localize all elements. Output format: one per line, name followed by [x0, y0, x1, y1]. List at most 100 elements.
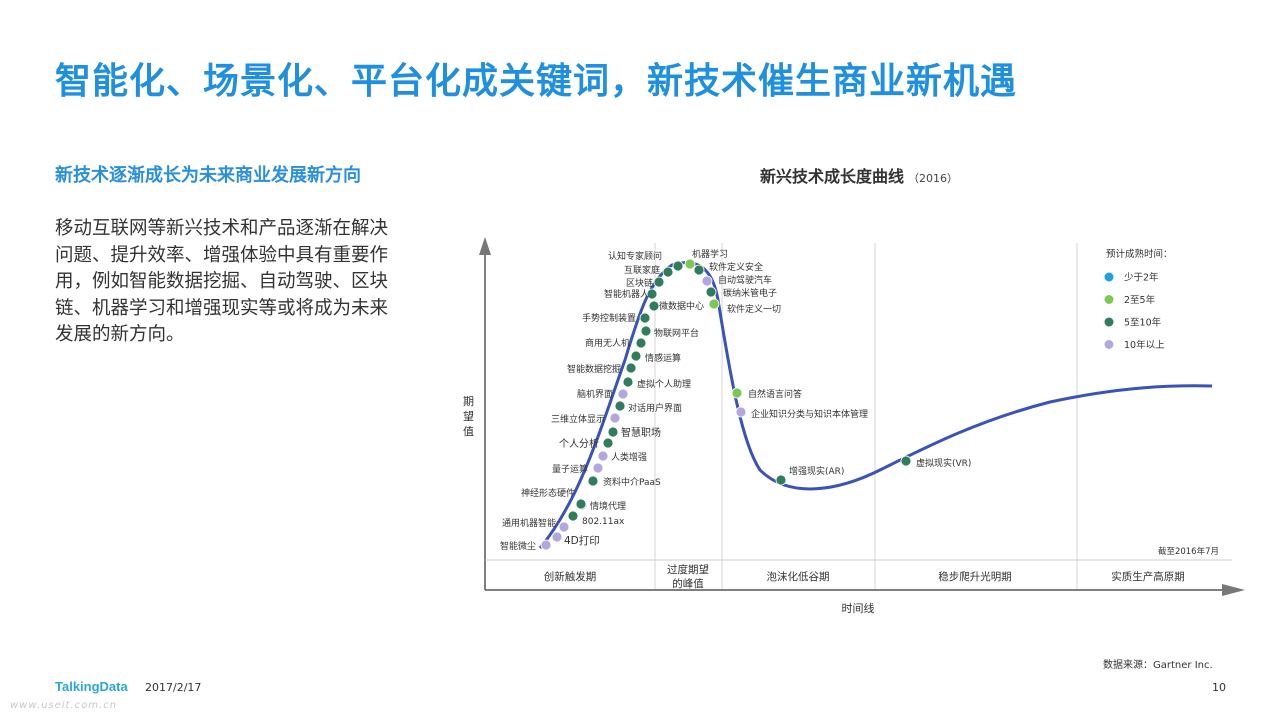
y-axis-label-char-2: 望 — [463, 410, 474, 423]
phase-label-plateau: 实质生产高原期 — [1111, 570, 1185, 583]
technology-label: 对话用户界面 — [628, 402, 682, 414]
technology-label: 碳纳米管电子 — [723, 287, 777, 299]
legend-label: 2至5年 — [1124, 294, 1156, 306]
technology-label: 智慧职场 — [621, 426, 661, 439]
phase-label-peak-1: 过度期望 — [667, 563, 709, 576]
technology-point: 智能数据挖掘 — [567, 362, 637, 375]
technology-marker — [708, 298, 720, 310]
technology-marker — [639, 312, 651, 324]
technology-label: 4D打印 — [564, 534, 600, 547]
technology-point: 商用无人机 — [585, 337, 647, 349]
y-axis-arrow — [479, 237, 491, 255]
technology-point: 互联家庭 — [624, 264, 674, 278]
technology-marker — [622, 376, 634, 388]
technology-label: 软件定义安全 — [709, 261, 763, 273]
technology-label: 802.11ax — [582, 517, 625, 527]
technology-marker — [575, 498, 587, 510]
chart-title: 新兴技术成长度曲线 （2016） — [760, 163, 958, 187]
legend-swatch — [1104, 272, 1114, 282]
technology-label: 自动驾驶汽车 — [718, 274, 772, 286]
technology-point: 碳纳米管电子 — [705, 286, 777, 299]
y-axis-label-char-3: 值 — [463, 425, 474, 438]
technology-point: 802.11ax — [567, 510, 625, 527]
technology-label: 虚拟现实(VR) — [916, 457, 971, 469]
technology-point: 软件定义一切 — [708, 298, 781, 315]
x-axis-label: 时间线 — [842, 601, 875, 615]
technology-marker — [672, 260, 684, 272]
technology-label: 智能机器人 — [604, 288, 649, 300]
phase-label-innovation: 创新触发期 — [544, 570, 597, 583]
technology-marker — [625, 362, 637, 374]
section-subtitle: 新技术逐渐成长为未来商业发展新方向 — [55, 165, 361, 186]
technology-label: 增强现实(AR) — [789, 465, 844, 477]
technology-label: 情境代理 — [590, 500, 626, 512]
page-number: 10 — [1212, 681, 1226, 694]
technology-marker — [609, 412, 621, 424]
technology-marker — [617, 388, 629, 400]
technology-point: 人类增强 — [597, 450, 647, 463]
chart-title-year: （2016） — [908, 172, 959, 185]
technology-point: 智能机器人 — [604, 288, 658, 300]
phase-label-peak-2: 的峰值 — [672, 577, 704, 590]
legend-swatch — [1104, 340, 1114, 349]
technology-point: 智能微尘 — [500, 539, 552, 552]
technology-label: 机器学习 — [692, 248, 728, 260]
technology-point: 软件定义安全 — [693, 261, 763, 276]
technology-label: 量子运算 — [552, 463, 588, 475]
technology-marker — [735, 406, 747, 418]
technology-marker — [705, 286, 717, 298]
technology-point: 4D打印 — [551, 531, 600, 547]
technology-point: 对话用户界面 — [614, 400, 682, 414]
technology-marker — [640, 325, 652, 337]
technology-point: 量子运算 — [552, 462, 604, 475]
technology-point: 个人分析 — [559, 437, 614, 450]
technology-label: 神经形态硬件 — [521, 487, 575, 499]
technology-marker — [693, 264, 705, 276]
technology-marker — [592, 462, 604, 474]
technology-label: 脑机界面 — [577, 388, 613, 400]
technology-point: 区块链 — [626, 276, 665, 289]
x-axis-arrow — [1222, 584, 1245, 596]
legend-label: 少于2年 — [1124, 272, 1159, 284]
technology-marker — [684, 258, 696, 270]
technology-label: 情感运算 — [645, 352, 681, 364]
technology-point: 虚拟现实(VR) — [900, 455, 971, 469]
talkingdata-logo: TalkingData — [55, 679, 128, 694]
legend-swatch — [1104, 295, 1114, 304]
technology-point: 情感运算 — [630, 350, 681, 364]
technology-marker — [775, 474, 787, 486]
technology-label: 人类增强 — [611, 451, 647, 463]
technology-label: 资料中介PaaS — [603, 476, 661, 488]
technology-point: 手势控制装置 — [582, 312, 651, 324]
technology-marker — [653, 276, 665, 288]
technology-label: 个人分析 — [559, 437, 599, 450]
technology-label: 互联家庭 — [624, 264, 660, 276]
technology-point: 微数据中心 — [648, 300, 704, 312]
technology-point: 自动驾驶汽车 — [701, 274, 772, 287]
legend-label: 10年以上 — [1124, 339, 1165, 351]
technology-marker — [635, 337, 647, 349]
technology-label: 手势控制装置 — [582, 312, 636, 324]
technology-point: 虚拟个人助理 — [622, 376, 691, 390]
page-title: 智能化、场景化、平台化成关键词，新技术催生商业新机遇 — [55, 61, 1018, 102]
technology-label: 企业知识分类与知识本体管理 — [751, 408, 868, 420]
legend: 预计成熟时间： 少于2年 2至5年 5至10年 10年以上 — [1104, 248, 1173, 351]
data-source: 数据来源：Gartner Inc. — [1103, 660, 1213, 671]
legend-title: 预计成熟时间： — [1106, 248, 1173, 260]
technology-marker — [900, 455, 912, 467]
technology-marker — [614, 400, 626, 412]
body-paragraph: 移动互联网等新兴技术和产品逐渐在解决问题、提升效率、增强体验中具有重要作用，例如… — [55, 218, 389, 345]
legend-swatch — [1104, 317, 1114, 327]
technology-point: 企业知识分类与知识本体管理 — [735, 406, 868, 420]
y-axis-label: 期 望 值 — [463, 395, 478, 438]
technology-marker — [551, 531, 563, 543]
technology-marker — [630, 350, 642, 362]
technology-point: 物联网平台 — [640, 325, 699, 339]
technology-marker — [597, 450, 609, 462]
technology-label: 通用机器智能 — [502, 517, 556, 529]
technology-marker — [731, 387, 743, 399]
technology-point: 通用机器智能 — [502, 517, 570, 533]
footer-date: 2017/2/17 — [145, 681, 202, 694]
technology-marker — [662, 266, 674, 278]
